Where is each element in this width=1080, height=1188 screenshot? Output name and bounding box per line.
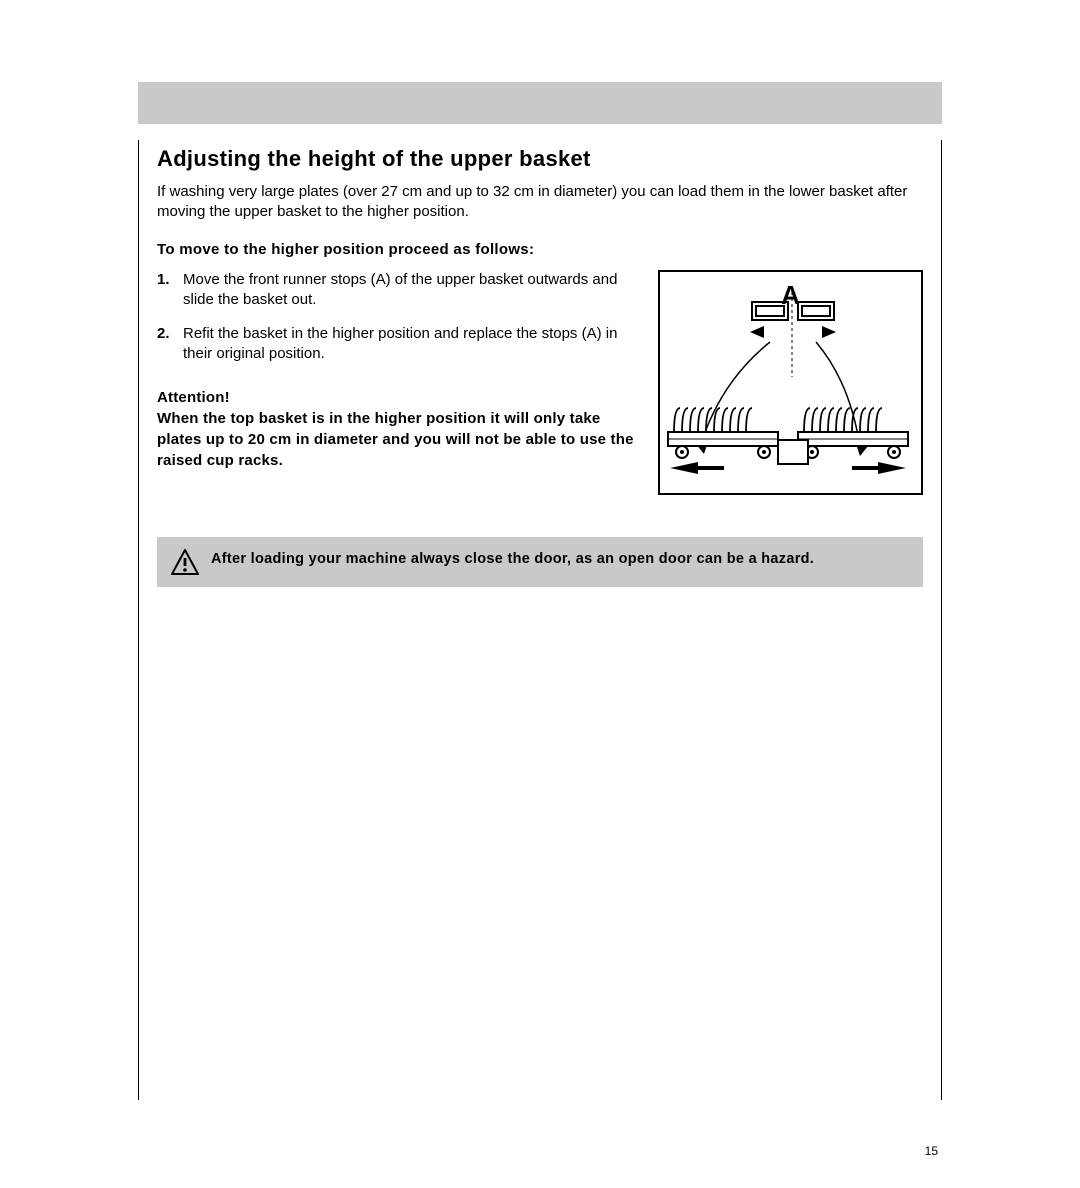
attention-heading: Attention!	[157, 387, 638, 408]
steps-list: Move the front runner stops (A) of the u…	[157, 270, 638, 365]
caution-triangle-icon	[171, 549, 199, 575]
procedure-subheading: To move to the higher position proceed a…	[157, 241, 923, 258]
intro-paragraph: If washing very large plates (over 27 cm…	[157, 182, 923, 223]
page: Adjusting the height of the upper basket…	[0, 0, 1080, 1188]
header-bar	[138, 82, 942, 124]
diagram-label: A	[781, 280, 800, 311]
step-item: Refit the basket in the higher position …	[157, 324, 638, 365]
attention-body: When the top basket is in the higher pos…	[157, 408, 638, 471]
two-column-row: Move the front runner stops (A) of the u…	[157, 270, 923, 495]
left-column: Move the front runner stops (A) of the u…	[157, 270, 638, 471]
attention-block: Attention! When the top basket is in the…	[157, 387, 638, 471]
content-frame: Adjusting the height of the upper basket…	[138, 140, 942, 1100]
section-title: Adjusting the height of the upper basket	[157, 140, 923, 172]
warning-text: After loading your machine always close …	[211, 549, 814, 569]
warning-box: After loading your machine always close …	[157, 537, 923, 587]
page-number: 15	[925, 1144, 938, 1158]
step-item: Move the front runner stops (A) of the u…	[157, 270, 638, 311]
diagram: A	[658, 270, 923, 495]
